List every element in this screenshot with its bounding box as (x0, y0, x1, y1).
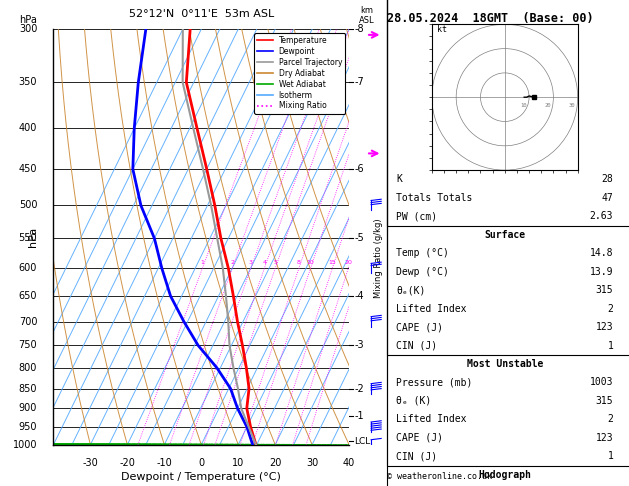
Text: 1: 1 (201, 260, 204, 265)
Text: 1: 1 (608, 451, 613, 461)
Text: 15: 15 (328, 260, 336, 265)
Text: Hodograph: Hodograph (478, 470, 532, 480)
Text: -3: -3 (354, 340, 364, 350)
Text: 8: 8 (297, 260, 301, 265)
Text: -4: -4 (354, 291, 364, 301)
Text: 950: 950 (19, 422, 37, 432)
Text: CIN (J): CIN (J) (396, 341, 437, 350)
Text: -7: -7 (354, 77, 364, 87)
Text: 650: 650 (19, 291, 37, 301)
Text: -1: -1 (354, 411, 364, 421)
Text: 20: 20 (344, 260, 352, 265)
Text: © weatheronline.co.uk: © weatheronline.co.uk (387, 472, 492, 481)
Text: -30: -30 (82, 458, 98, 468)
Text: 123: 123 (596, 433, 613, 443)
Text: 850: 850 (19, 383, 37, 394)
Text: 450: 450 (19, 164, 37, 174)
Text: CIN (J): CIN (J) (396, 451, 437, 461)
Text: 10: 10 (232, 458, 244, 468)
Text: LCL: LCL (354, 437, 370, 446)
Text: 30: 30 (306, 458, 318, 468)
Text: 315: 315 (596, 285, 613, 295)
Text: km
ASL: km ASL (359, 6, 374, 25)
Text: 28: 28 (601, 174, 613, 184)
Text: 550: 550 (19, 233, 37, 243)
Text: PW (cm): PW (cm) (396, 211, 437, 221)
Legend: Temperature, Dewpoint, Parcel Trajectory, Dry Adiabat, Wet Adiabat, Isotherm, Mi: Temperature, Dewpoint, Parcel Trajectory… (254, 33, 345, 114)
Text: Lifted Index: Lifted Index (396, 415, 467, 424)
Text: 315: 315 (596, 396, 613, 406)
Text: 4: 4 (262, 260, 266, 265)
Text: 350: 350 (19, 77, 37, 87)
Text: 750: 750 (19, 340, 37, 350)
Text: 20: 20 (545, 103, 551, 108)
Text: 30: 30 (569, 103, 576, 108)
Text: 1000: 1000 (13, 440, 37, 450)
Text: 0: 0 (198, 458, 204, 468)
Text: Mixing Ratio (g/kg): Mixing Ratio (g/kg) (374, 218, 383, 297)
Text: Surface: Surface (484, 230, 525, 240)
Text: -8: -8 (354, 24, 364, 34)
Text: CAPE (J): CAPE (J) (396, 322, 443, 332)
Text: θₑ(K): θₑ(K) (396, 285, 426, 295)
Text: -5: -5 (354, 233, 364, 243)
Text: 2: 2 (230, 260, 234, 265)
Text: 2: 2 (608, 415, 613, 424)
Text: 3: 3 (248, 260, 253, 265)
Text: Temp (°C): Temp (°C) (396, 248, 449, 258)
Text: 10: 10 (520, 103, 526, 108)
Text: 47: 47 (601, 193, 613, 203)
Text: 14.8: 14.8 (590, 248, 613, 258)
Text: hPa: hPa (19, 15, 37, 25)
Text: 700: 700 (19, 316, 37, 327)
Text: 123: 123 (596, 322, 613, 332)
Text: 5: 5 (273, 260, 277, 265)
Text: θₑ (K): θₑ (K) (396, 396, 431, 406)
Text: Lifted Index: Lifted Index (396, 304, 467, 313)
Text: CAPE (J): CAPE (J) (396, 433, 443, 443)
Text: 600: 600 (19, 263, 37, 274)
Text: 2.63: 2.63 (590, 211, 613, 221)
Text: 400: 400 (19, 123, 37, 134)
Text: -20: -20 (120, 458, 135, 468)
Text: 13.9: 13.9 (590, 267, 613, 277)
Text: 28.05.2024  18GMT  (Base: 00): 28.05.2024 18GMT (Base: 00) (387, 12, 593, 25)
Text: hPa: hPa (28, 227, 38, 247)
Text: 2: 2 (608, 304, 613, 313)
Text: 52°12'N  0°11'E  53m ASL: 52°12'N 0°11'E 53m ASL (129, 9, 274, 19)
Text: K: K (396, 174, 402, 184)
Text: 500: 500 (19, 200, 37, 210)
Text: 800: 800 (19, 363, 37, 373)
Text: 1: 1 (608, 341, 613, 350)
Text: Dewpoint / Temperature (°C): Dewpoint / Temperature (°C) (121, 472, 281, 482)
Text: 40: 40 (343, 458, 355, 468)
Text: 300: 300 (19, 24, 37, 34)
Text: Dewp (°C): Dewp (°C) (396, 267, 449, 277)
Text: 10: 10 (306, 260, 314, 265)
Text: Totals Totals: Totals Totals (396, 193, 472, 203)
Text: kt: kt (437, 25, 447, 34)
Text: Pressure (mb): Pressure (mb) (396, 378, 472, 387)
Text: 1003: 1003 (590, 378, 613, 387)
Text: 900: 900 (19, 403, 37, 413)
Text: 20: 20 (269, 458, 281, 468)
Text: -10: -10 (157, 458, 172, 468)
Text: Most Unstable: Most Unstable (467, 359, 543, 369)
Text: -2: -2 (354, 383, 364, 394)
Text: -6: -6 (354, 164, 364, 174)
